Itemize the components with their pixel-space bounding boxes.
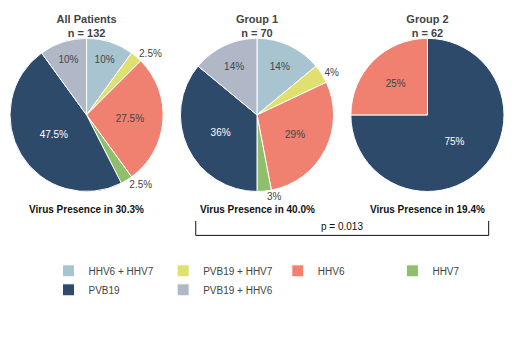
svg-text:PVB19 + HHV7: PVB19 + HHV7: [203, 266, 273, 277]
svg-text:HHV6: HHV6: [318, 266, 345, 277]
svg-text:25%: 25%: [386, 78, 406, 89]
svg-text:HHV7: HHV7: [432, 266, 459, 277]
svg-text:10%: 10%: [58, 54, 78, 65]
svg-text:29%: 29%: [285, 129, 305, 140]
svg-text:Virus Presence in 19.4%: Virus Presence in 19.4%: [370, 204, 485, 215]
svg-text:47.5%: 47.5%: [40, 129, 68, 140]
svg-text:PVB19: PVB19: [89, 285, 121, 296]
svg-text:14%: 14%: [270, 61, 290, 72]
svg-text:14%: 14%: [224, 61, 244, 72]
svg-text:Virus Presence in 30.3%: Virus Presence in 30.3%: [29, 204, 144, 215]
svg-text:2.5%: 2.5%: [129, 179, 152, 190]
svg-text:27.5%: 27.5%: [116, 113, 144, 124]
svg-text:p = 0.013: p = 0.013: [321, 221, 363, 232]
svg-text:75%: 75%: [444, 136, 464, 147]
svg-text:Group 2n = 62: Group 2n = 62: [406, 13, 448, 39]
svg-text:3%: 3%: [267, 191, 282, 202]
svg-text:All Patientsn = 132: All Patientsn = 132: [57, 13, 117, 39]
svg-text:2.5%: 2.5%: [139, 48, 162, 59]
svg-text:Virus Presence in 40.0%: Virus Presence in 40.0%: [200, 204, 315, 215]
svg-text:10%: 10%: [95, 54, 115, 65]
svg-text:4%: 4%: [324, 67, 339, 78]
svg-text:HHV6 + HHV7: HHV6 + HHV7: [89, 266, 154, 277]
svg-text:PVB19 + HHV6: PVB19 + HHV6: [203, 285, 273, 296]
svg-text:36%: 36%: [211, 127, 231, 138]
svg-text:Group 1n = 70: Group 1n = 70: [236, 13, 278, 39]
